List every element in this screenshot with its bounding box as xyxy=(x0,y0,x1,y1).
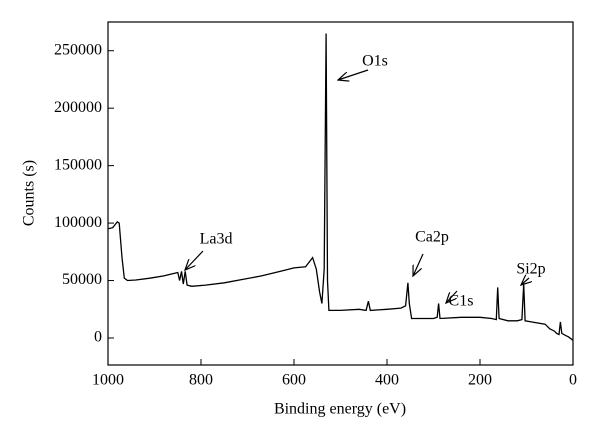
y-tick-label: 100000 xyxy=(54,214,102,231)
peak-arrow xyxy=(413,253,424,276)
peak-arrow xyxy=(521,278,529,285)
plot-frame xyxy=(107,21,574,366)
x-tick-label: 800 xyxy=(189,372,213,389)
y-tick-label: 250000 xyxy=(54,41,102,58)
y-tick-label: 0 xyxy=(94,329,102,346)
y-tick-label: 150000 xyxy=(54,156,102,173)
y-axis-label: Counts (s) xyxy=(21,160,38,226)
x-tick-label: 600 xyxy=(282,372,306,389)
peak-label: Si2p xyxy=(516,261,545,278)
x-tick-label: 400 xyxy=(375,372,399,389)
x-tick-label: 200 xyxy=(468,372,492,389)
peak-arrow xyxy=(446,290,458,303)
peak-label: C1s xyxy=(449,293,474,310)
x-axis-label: Binding energy (eV) xyxy=(274,401,406,418)
peak-arrow xyxy=(338,69,369,80)
y-tick-label: 200000 xyxy=(54,99,102,116)
y-tick-label: 50000 xyxy=(62,271,102,288)
x-tick-label: 1000 xyxy=(92,372,124,389)
peak-label: O1s xyxy=(362,53,388,70)
x-tick-label: 0 xyxy=(569,372,577,389)
spectrum-line xyxy=(107,33,574,341)
peak-arrow xyxy=(185,250,204,270)
peak-label: La3d xyxy=(200,231,233,248)
peak-label: Ca2p xyxy=(415,229,449,246)
